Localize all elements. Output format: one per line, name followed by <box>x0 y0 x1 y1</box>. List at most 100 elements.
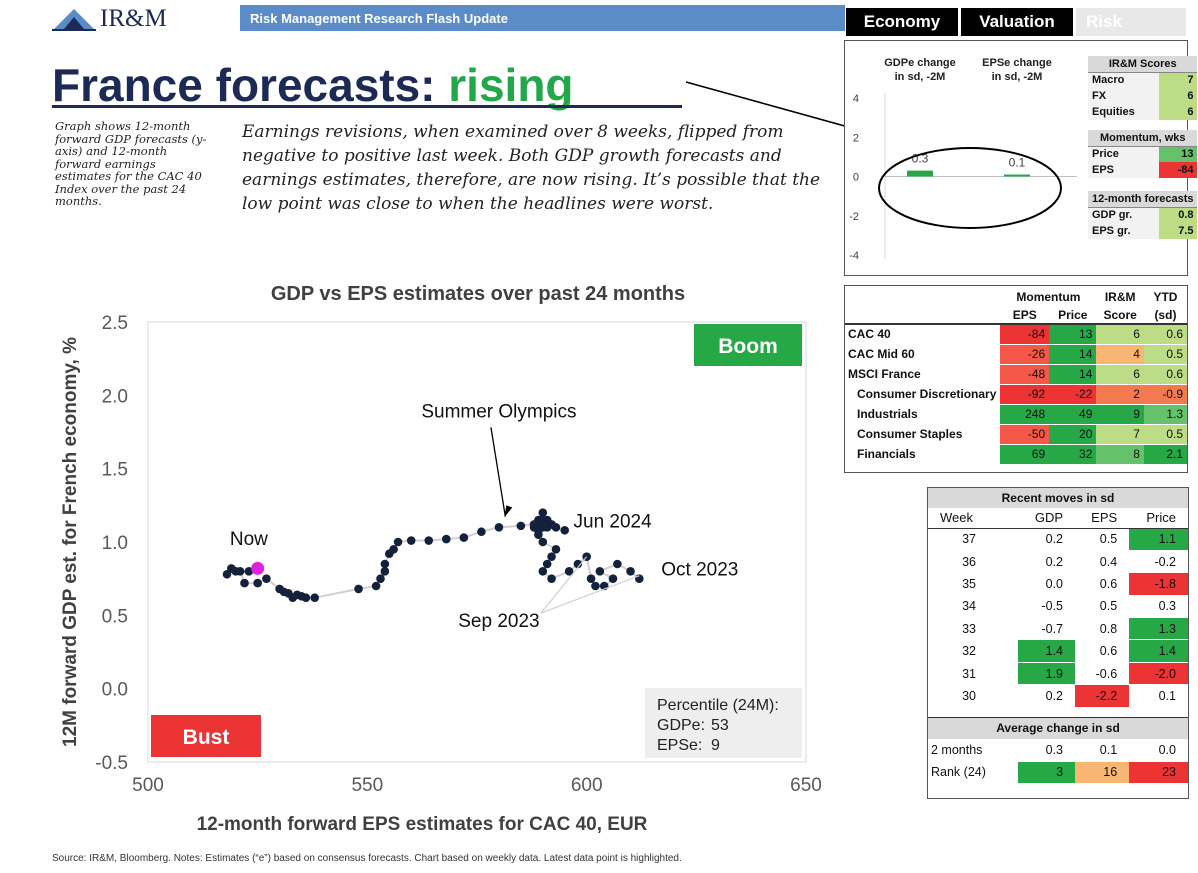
moves-row: 34 -0.5 0.5 0.3 <box>928 594 1188 618</box>
scatter-chart-title: GDP vs EPS estimates over past 24 months <box>270 283 686 305</box>
week-cell: 31 <box>928 661 1019 685</box>
mountain-logo-icon <box>52 9 96 31</box>
score-cell: 8 <box>1096 443 1144 464</box>
eps-cell: 69 <box>1000 443 1050 464</box>
tab-risk[interactable]: Risk <box>1076 8 1186 36</box>
data-point <box>573 559 583 569</box>
gdp-cell: -0.5 <box>1018 594 1076 618</box>
week-cell: 33 <box>928 617 1019 640</box>
commentary-text: Earnings revisions, when examined over 8… <box>242 122 821 214</box>
avg-label: 2 months <box>928 738 1019 762</box>
week-cell: 35 <box>928 572 1019 596</box>
momentum-row: EPS -84 <box>1088 162 1198 178</box>
y-tick-label: -0.5 <box>95 753 128 774</box>
scores-spacer <box>1088 120 1197 130</box>
recent-moves-panel: Recent moves in sd Week GDP EPS Price 37 0.2 0.… <box>927 487 1189 799</box>
data-point <box>222 569 232 579</box>
eps-subheader: EPS <box>1000 306 1050 325</box>
scores-panel: IR&M Scores Macro 7 FX 6 Equities 6 Momentum, w… <box>1088 56 1198 239</box>
forecasts-header-cell: 12-month forecasts <box>1088 191 1198 208</box>
bust-label: Bust <box>183 726 230 749</box>
irm-group-header: IR&M <box>1104 290 1136 304</box>
data-point <box>547 552 556 561</box>
score-row-value: 6 <box>1159 88 1198 104</box>
logo-text: IR&M <box>100 5 167 32</box>
week-cell: 36 <box>928 549 1019 573</box>
flash-update-banner: Risk Management Research Flash Update <box>240 5 845 31</box>
data-point <box>538 515 548 525</box>
score-row: FX 6 <box>1088 88 1198 104</box>
chart-annotation: Oct 2023 <box>661 560 738 581</box>
price-cell: 32 <box>1049 443 1097 464</box>
tab-valuation[interactable]: Valuation <box>961 8 1073 36</box>
spacer-cell <box>1088 178 1197 191</box>
scores-header-cell: IR&M Scores <box>1088 56 1198 73</box>
page-title-main: France forecasts: <box>52 59 449 111</box>
latest-data-point <box>251 561 265 575</box>
index-name: CAC 40 <box>845 323 1001 344</box>
eps-cell: 0.6 <box>1075 572 1130 596</box>
logo: IR&M <box>52 5 202 32</box>
chart-annotation: Summer Olympics <box>421 401 576 422</box>
chart-annotation: Now <box>230 529 268 550</box>
data-point <box>459 533 469 542</box>
momentum-row: Price 13 <box>1088 146 1198 162</box>
week-cell: 37 <box>928 527 1019 551</box>
data-point <box>371 581 381 591</box>
side-note: Graph shows 12-month forward GDP forecas… <box>55 119 207 208</box>
momentum-header: Momentum, wks <box>1088 130 1198 147</box>
gdp-cell: -0.7 <box>1018 617 1076 640</box>
eps-cell: 0.6 <box>1075 639 1130 663</box>
avg-eps: 0.1 <box>1075 738 1130 762</box>
tab-economy[interactable]: Economy <box>846 8 958 36</box>
bar-y-tick: 4 <box>853 93 859 105</box>
data-point <box>529 520 539 529</box>
bar-y-tick: -2 <box>849 211 859 223</box>
price-cell: 1.3 <box>1129 617 1188 640</box>
momentum-row-value: 13 <box>1159 146 1198 162</box>
eps-cell: 0.4 <box>1075 549 1130 573</box>
annotation-leader-line <box>540 556 588 614</box>
data-point <box>380 567 390 576</box>
eps-cell: -0.6 <box>1075 661 1130 685</box>
y-tick-label: 1.0 <box>102 533 128 554</box>
price-subheader: Price <box>1049 306 1097 325</box>
data-point <box>547 520 556 529</box>
percentile-title: Percentile (24M): <box>657 697 779 714</box>
bar-category-label: EPSe change <box>982 57 1052 69</box>
data-point <box>608 574 618 583</box>
data-point <box>551 545 561 554</box>
bar <box>1004 174 1030 177</box>
data-point <box>591 581 600 591</box>
sd-subheader: (sd) <box>1143 306 1187 325</box>
eps-cell: -84 <box>1000 323 1050 344</box>
price-cell: 1.1 <box>1129 527 1188 551</box>
eps-cell: 0.8 <box>1075 617 1130 640</box>
eps-cell: 0.5 <box>1075 594 1130 618</box>
moves-row: 32 1.4 0.6 1.4 <box>928 639 1188 663</box>
score-row-label: Equities <box>1088 104 1160 120</box>
eps-cell: -2.2 <box>1075 684 1130 708</box>
scores-spacer <box>1088 178 1197 191</box>
avg-price: 23 <box>1129 760 1188 784</box>
data-point <box>262 574 271 583</box>
data-point <box>231 567 241 576</box>
index-group-header: Momentum IR&M YTD <box>845 288 1187 306</box>
data-point <box>393 537 403 547</box>
data-point <box>494 523 504 532</box>
index-momentum-panel: Momentum IR&M YTD EPS Price Score (sd) CAC 40 -8… <box>844 285 1188 473</box>
score-cell: 9 <box>1096 403 1144 424</box>
eps-cell: -26 <box>1000 343 1050 364</box>
data-point <box>441 534 451 544</box>
forecast-row: GDP gr. 0.8 <box>1088 207 1198 223</box>
avg-row: 2 months 0.3 0.1 0.0 <box>928 738 1188 762</box>
moves-header-eps: EPS <box>1075 508 1130 529</box>
data-point <box>613 559 622 569</box>
bar-y-tick: -4 <box>849 250 859 262</box>
week-cell: 34 <box>928 594 1019 618</box>
index-row: Financials 69 32 8 2.1 <box>845 443 1187 464</box>
momentum-row-label: EPS <box>1088 162 1160 178</box>
index-sub-header: EPS Price Score (sd) <box>845 306 1187 325</box>
momentum-row-label: Price <box>1088 146 1160 162</box>
data-point <box>626 567 635 576</box>
